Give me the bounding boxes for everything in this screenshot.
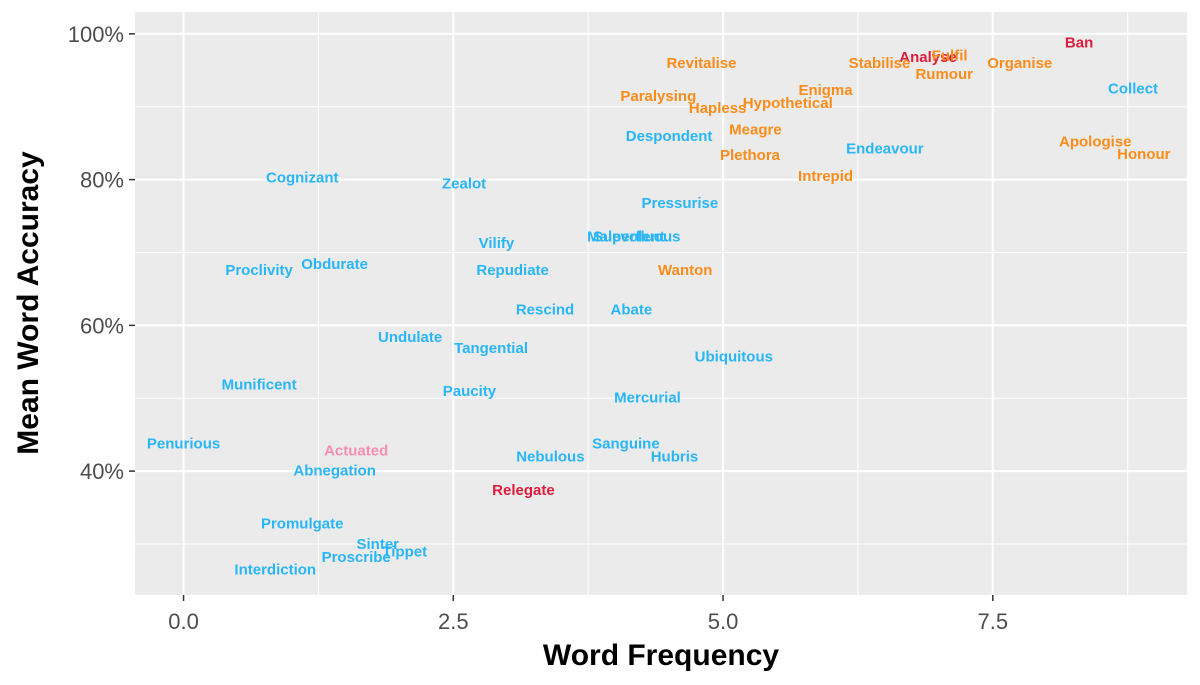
- x-axis-tick-labels: 0.0 2.5 5.0 7.5: [168, 609, 1008, 634]
- data-point-label: Nebulous: [516, 449, 584, 466]
- major-gridlines: [135, 12, 1187, 595]
- data-point-label: Wanton: [658, 262, 712, 279]
- minor-gridlines: [135, 12, 1187, 595]
- data-point-label: Promulgate: [261, 516, 344, 533]
- data-point-label: Plethora: [720, 147, 781, 164]
- data-point-label: Munificent: [222, 376, 297, 393]
- data-point-label: Repudiate: [476, 262, 549, 279]
- data-point-label: Undulate: [378, 329, 442, 346]
- data-point-label: Tangential: [454, 340, 528, 357]
- data-point-label: Revitalise: [666, 55, 736, 72]
- x-tick-label: 2.5: [438, 609, 469, 634]
- data-point-label: Hapless: [689, 100, 747, 117]
- data-point-label: Interdiction: [234, 561, 316, 578]
- data-point-label: Pressurise: [642, 195, 719, 212]
- data-point-label: Paucity: [443, 383, 497, 400]
- data-point-label: Penurious: [147, 435, 220, 452]
- data-point-label: Abate: [610, 301, 652, 318]
- data-point-label: Meagre: [729, 121, 782, 138]
- data-point-label: Organise: [987, 55, 1052, 72]
- data-point-label: Obdurate: [301, 256, 368, 273]
- data-point-label: Fulfil: [932, 48, 968, 65]
- tick-marks: [129, 33, 994, 601]
- data-point-label: Relegate: [492, 482, 555, 499]
- data-point-label: Malevolent: [587, 228, 665, 245]
- data-point-label: Proclivity: [225, 262, 293, 279]
- data-point-label: Cognizant: [266, 169, 339, 186]
- data-point-label: Endeavour: [846, 140, 924, 157]
- data-point-label: Apologise: [1059, 134, 1132, 151]
- x-tick-label: 7.5: [977, 609, 1008, 634]
- y-axis-tick-labels: 40% 60% 80% 100%: [68, 22, 124, 484]
- data-point-label: Ubiquitous: [695, 349, 773, 366]
- data-point-label: Paralysing: [620, 88, 696, 105]
- data-point-label: Sinter: [357, 536, 400, 553]
- y-tick-label: 100%: [68, 22, 124, 47]
- data-point-label: Abnegation: [293, 462, 376, 479]
- x-axis-title: Word Frequency: [543, 639, 779, 672]
- y-tick-label: 40%: [80, 459, 124, 484]
- data-point-label: Vilify: [479, 235, 515, 252]
- x-tick-label: 5.0: [708, 609, 739, 634]
- data-point-label: Despondent: [626, 128, 713, 145]
- data-point-label: Zealot: [442, 175, 486, 192]
- plot-panel: [135, 12, 1187, 595]
- data-point-label: Stabilise: [849, 55, 911, 72]
- data-point-label: Superfluous: [593, 228, 681, 245]
- data-point-label: Hubris: [651, 449, 699, 466]
- data-point-label: Analyse: [899, 49, 957, 66]
- data-point-label: Mercurial: [614, 390, 681, 407]
- data-point-label: Tippet: [382, 543, 427, 560]
- data-point-label: Rescind: [516, 301, 574, 318]
- data-point-label: Hypothetical: [743, 95, 833, 112]
- data-point-label: Enigma: [798, 82, 853, 99]
- data-point-label: Ban: [1065, 35, 1093, 52]
- x-tick-label: 0.0: [168, 609, 199, 634]
- data-point-label: Sanguine: [592, 435, 660, 452]
- data-point-label: Collect: [1108, 81, 1158, 98]
- data-point-label: Proscribe: [322, 549, 391, 566]
- y-axis-title: Mean Word Accuracy: [12, 151, 45, 455]
- y-tick-label: 60%: [80, 313, 124, 338]
- data-point-label: Actuated: [324, 443, 388, 460]
- data-point-label: Honour: [1117, 146, 1170, 163]
- y-tick-label: 80%: [80, 168, 124, 193]
- data-point-label: Rumour: [915, 66, 973, 83]
- data-point-label: Intrepid: [798, 168, 853, 185]
